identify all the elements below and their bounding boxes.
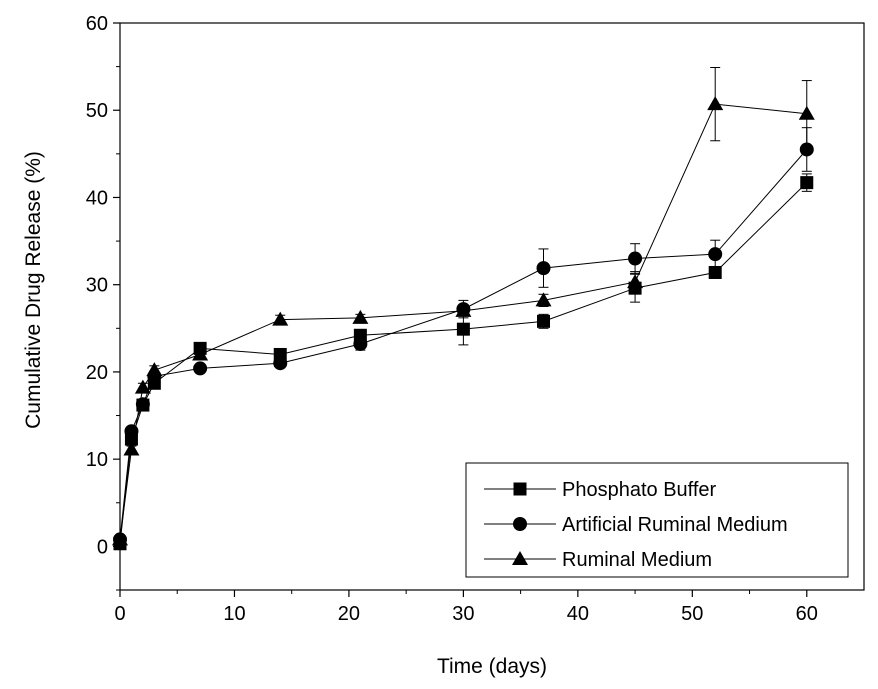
data-point (455, 302, 472, 317)
x-tick-label: 60 (796, 603, 818, 625)
legend-marker (512, 551, 528, 565)
legend-marker (513, 482, 527, 496)
data-point (536, 261, 551, 276)
data-point (708, 247, 723, 262)
data-point (537, 314, 551, 328)
x-axis-title: Time (days) (437, 655, 547, 678)
x-tick-label: 40 (567, 603, 589, 625)
legend: Phosphato Buffer Artificial Ruminal Mediu… (465, 462, 849, 578)
data-point (112, 531, 128, 546)
series-layer (112, 66, 815, 551)
x-tick-label: 20 (338, 603, 360, 625)
data-point (135, 397, 150, 412)
series-triangle (112, 66, 815, 546)
data-point (272, 311, 289, 326)
plot-frame (119, 22, 865, 591)
legend-label: Ruminal Medium (562, 549, 712, 571)
x-tick-label: 0 (114, 603, 125, 625)
data-point (800, 176, 814, 190)
y-tick-label: 10 (86, 449, 108, 471)
data-point (798, 105, 815, 120)
data-point (193, 361, 208, 376)
data-point (627, 274, 644, 289)
y-tick-label: 60 (86, 13, 108, 35)
legend-label: Artificial Ruminal Medium (562, 514, 788, 536)
data-point (123, 441, 140, 456)
x-tick-label: 30 (452, 603, 474, 625)
data-point (707, 96, 724, 111)
data-point (628, 251, 643, 266)
data-point (273, 356, 288, 371)
data-point (192, 346, 209, 361)
data-point (456, 322, 470, 336)
legend-box (465, 462, 849, 578)
legend-label: Phosphato Buffer (562, 479, 717, 501)
y-tick-label: 40 (86, 187, 108, 209)
axes-layer: 0 10 20 30 40 50 60 0 10 20 30 40 50 60 (86, 13, 865, 625)
y-axis-title: Cumulative Drug Release (%) (22, 151, 45, 429)
x-tick-label: 10 (223, 603, 245, 625)
y-tick-label: 0 (97, 536, 108, 558)
series-line (119, 103, 807, 540)
x-tick-label: 50 (681, 603, 703, 625)
y-tick-label: 50 (86, 100, 108, 122)
data-point (799, 142, 814, 157)
data-point (134, 379, 151, 394)
data-point (146, 362, 163, 377)
data-point (124, 424, 139, 439)
legend-marker (513, 517, 527, 531)
y-tick-label: 20 (86, 362, 108, 384)
data-point (353, 337, 368, 352)
data-point (535, 292, 552, 307)
data-point (352, 309, 369, 324)
data-point (708, 265, 722, 279)
y-tick-label: 30 (86, 275, 108, 297)
